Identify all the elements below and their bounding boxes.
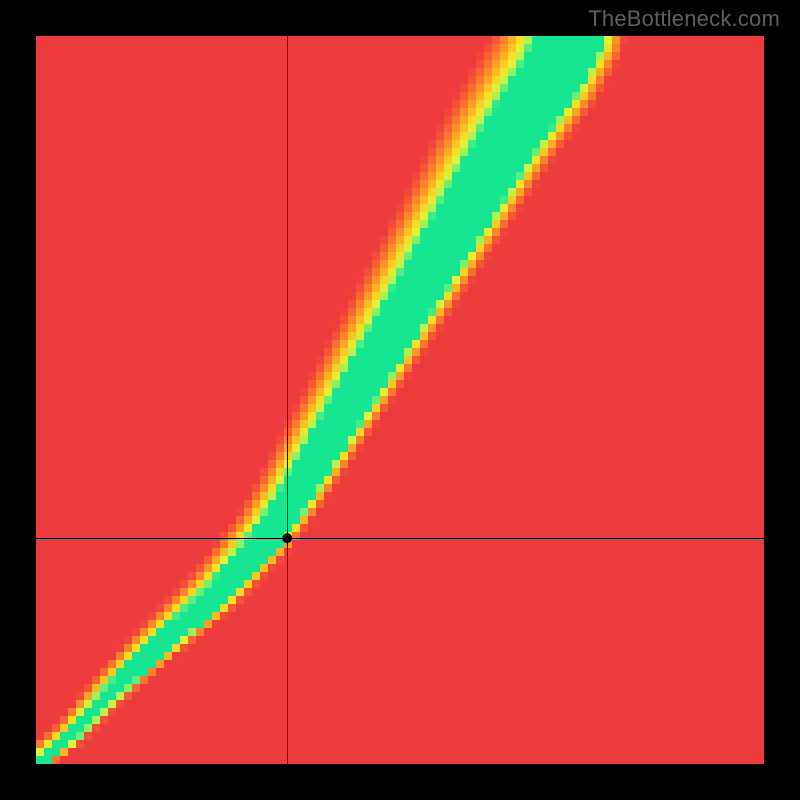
heatmap-canvas [36,36,764,764]
chart-container: TheBottleneck.com [0,0,800,800]
heatmap-plot [36,36,764,764]
watermark-text: TheBottleneck.com [588,6,780,32]
